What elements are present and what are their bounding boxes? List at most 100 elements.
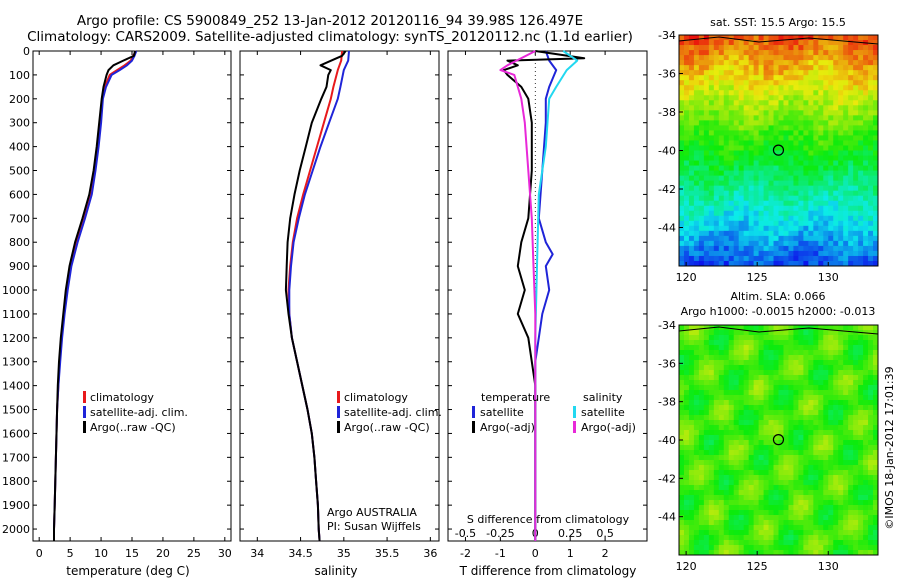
sst_map-cell: [858, 75, 864, 81]
sst_map-cell: [733, 85, 740, 91]
temperature-ytick-label-0: 0: [23, 45, 30, 58]
sst_map-cell: [703, 175, 710, 182]
sst_map-cell: [778, 50, 784, 56]
sla_map-cell: [808, 360, 814, 366]
sst_map-cell: [763, 40, 769, 46]
sst_map-cell: [773, 210, 779, 217]
sst_map-cell: [853, 210, 859, 217]
sla_map-cell: [768, 510, 774, 516]
sla_map-cell: [848, 435, 854, 441]
sst_map-cell: [788, 215, 794, 222]
sst_map-cell: [868, 250, 874, 257]
sst_map-cell: [853, 150, 859, 156]
sla_map-cell: [688, 525, 695, 531]
sst_map-cell: [768, 180, 774, 187]
sla_map-cell: [748, 455, 755, 461]
sla_map-cell: [733, 435, 740, 441]
sla_map-cell: [743, 455, 750, 461]
difference-xtick-label-1: 1: [567, 547, 574, 560]
sla_map-cell: [688, 495, 695, 501]
sla_map-cell: [723, 385, 730, 391]
sla_map-cell: [813, 505, 819, 511]
sla_map-cell: [703, 445, 710, 451]
sst_map-cell: [698, 105, 705, 111]
sla_map-cell: [843, 445, 849, 451]
sst_map-cell: [688, 260, 695, 267]
sst_map-cell: [738, 100, 745, 106]
sla_map-cell: [853, 510, 859, 516]
sla_map-cell: [868, 460, 874, 466]
sla_map-cell: [683, 485, 690, 491]
sla_map-cell: [803, 540, 809, 546]
sst_map-cell: [858, 185, 864, 192]
sst_map-cell: [863, 115, 869, 121]
sla_map-cell: [693, 490, 700, 496]
salinity-annotation-pi: PI: Susan Wijffels: [327, 520, 421, 533]
sst_map-cell: [798, 240, 804, 247]
sla_map-cell: [818, 345, 824, 351]
sst_map-cell: [818, 225, 824, 232]
sla_map-cell: [748, 390, 755, 396]
sla_map-cell: [693, 530, 700, 536]
sla_map-cell: [698, 400, 705, 406]
sst_map-cell: [683, 110, 690, 116]
sla_map-cell: [853, 475, 859, 481]
sla_map-cell: [708, 505, 715, 511]
sst_map-cell: [803, 50, 809, 56]
sst_map-cell: [758, 95, 764, 101]
sst_map-cell: [738, 120, 745, 126]
sst_map-cell: [728, 185, 735, 192]
sst_map-cell: [853, 120, 859, 126]
sst_map-cell: [708, 55, 715, 61]
sla_map-cell: [828, 385, 834, 391]
sla_map-cell: [788, 340, 794, 346]
sla_map-cell: [723, 455, 730, 461]
sst_map-cell: [783, 230, 789, 237]
sla_map-cell: [708, 330, 715, 336]
sla_map-cell: [853, 400, 859, 406]
sst_map-cell: [848, 85, 854, 91]
sla_map-cell: [733, 375, 740, 381]
sst_map-cell: [868, 135, 874, 141]
sst_map-cell: [843, 120, 849, 126]
sla_map-cell: [768, 410, 774, 416]
sla_map-cell: [783, 550, 789, 556]
sla_map-cell: [738, 325, 745, 331]
sla_map-cell: [873, 530, 879, 536]
sla_map-cell: [803, 460, 809, 466]
sst_map-cell: [753, 155, 760, 161]
sst_map-cell: [728, 200, 735, 207]
sla_map-cell: [698, 335, 705, 341]
sst_map-cell: [803, 190, 809, 197]
sla_map-cell: [683, 505, 690, 511]
sla_map-cell: [793, 500, 799, 506]
sla_map-cell: [723, 330, 730, 336]
sla_map-cell: [858, 475, 864, 481]
sla_map-cell: [718, 350, 725, 356]
sla_map-cell: [798, 395, 804, 401]
sst_map-cell: [748, 160, 755, 166]
sst_map-cell: [828, 125, 834, 131]
sla_map-cell: [713, 335, 720, 341]
sla_map-cell: [848, 440, 854, 446]
sla_map-cell: [758, 375, 764, 381]
sla-map-ticks: 120 125 130-34-36-38-40-42-44: [658, 319, 839, 573]
sla_map-cell: [833, 485, 839, 491]
sst_map-cell: [753, 105, 760, 111]
sla_map-cell: [708, 445, 715, 451]
sla_map-cell: [838, 375, 844, 381]
sla_map-cell: [763, 400, 769, 406]
sla_map-cell: [858, 525, 864, 531]
sst_map-cell: [718, 50, 725, 56]
sst_map-cell: [803, 155, 809, 161]
sst_map-cell: [828, 85, 834, 91]
sst_map-cell: [778, 165, 784, 171]
sst_map-cell: [798, 120, 804, 126]
sla_map-cell: [728, 400, 735, 406]
sst_map-cell: [853, 245, 859, 252]
sst_map-cell: [793, 50, 799, 56]
sla_map-cell: [813, 435, 819, 441]
sla_map-cell: [773, 550, 779, 556]
sla_map-cell: [693, 400, 700, 406]
sst_map-cell: [688, 125, 695, 131]
